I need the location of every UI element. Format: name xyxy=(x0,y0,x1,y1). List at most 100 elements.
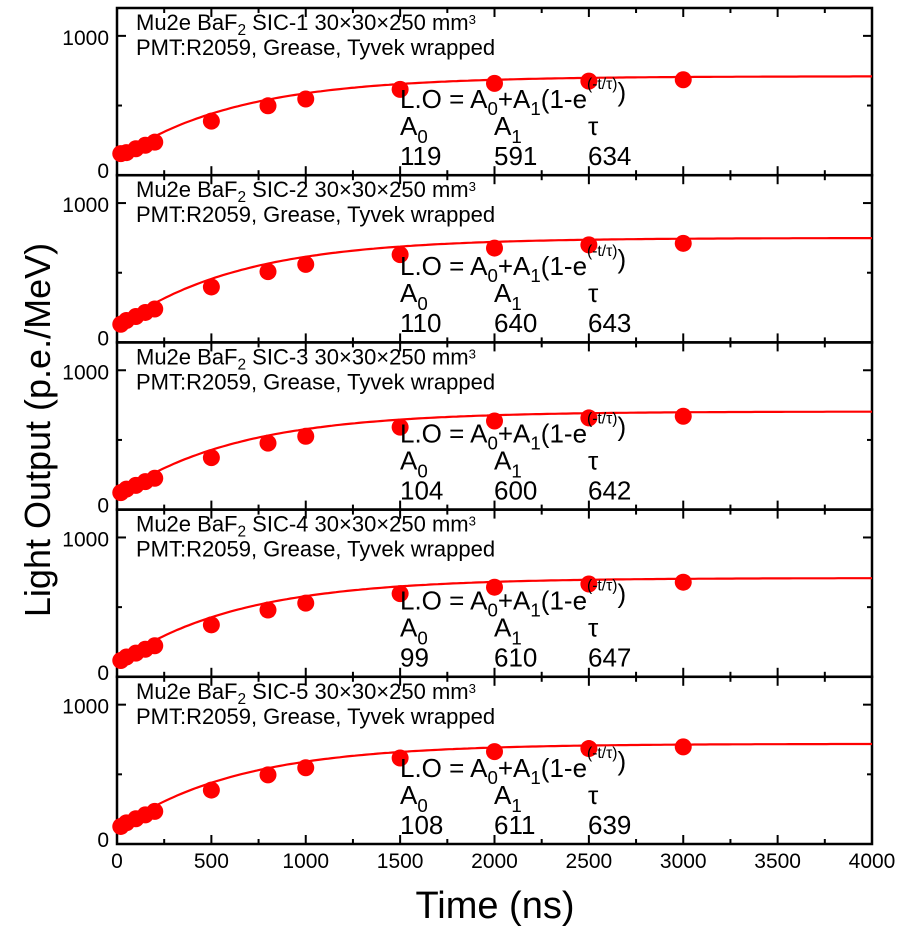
fit-param-label: A0 xyxy=(400,780,428,816)
x-tick-label: 4000 xyxy=(849,850,896,873)
x-tick-label: 500 xyxy=(194,850,229,873)
data-point xyxy=(391,418,409,436)
data-point xyxy=(580,236,598,254)
data-point xyxy=(202,112,220,130)
fit-param-label: A1 xyxy=(494,111,522,147)
data-point xyxy=(580,72,598,90)
fit-param-value: 610 xyxy=(494,643,537,673)
y-tick-label: 0 xyxy=(97,662,109,685)
panel-subtitle: PMT:R2059, Grease, Tyvek wrapped xyxy=(136,537,495,562)
panel-subtitle: PMT:R2059, Grease, Tyvek wrapped xyxy=(136,704,495,729)
data-point xyxy=(259,434,277,452)
fit-param-label: A1 xyxy=(494,613,522,649)
chart-panel-2: 0 1000 Mu2e BaF2 SIC-2 30×30×250 mm3PMT:R2… xyxy=(62,173,874,350)
fit-equation: L.O = A0+A1(1-e(-t/τ)) xyxy=(400,578,626,621)
data-point xyxy=(297,594,315,612)
data-point xyxy=(674,738,692,756)
chart-panel-3: 0 1000 Mu2e BaF2 SIC-3 30×30×250 mm3PMT:R2… xyxy=(62,341,874,518)
fit-param-value: 108 xyxy=(400,810,443,840)
data-point xyxy=(674,234,692,252)
data-point xyxy=(486,578,503,596)
data-point xyxy=(674,573,692,591)
fit-param-value: 611 xyxy=(494,810,535,840)
fit-param-label: A1 xyxy=(494,780,522,816)
data-point xyxy=(674,407,692,425)
data-point xyxy=(297,759,315,777)
data-point xyxy=(486,743,503,761)
fit-param-label: τ xyxy=(588,780,599,810)
y-tick-label: 1000 xyxy=(62,696,109,719)
x-tick-label: 0 xyxy=(111,850,123,873)
data-point xyxy=(580,740,598,758)
y-tick-label: 0 xyxy=(97,327,109,350)
fit-param-label: τ xyxy=(588,445,599,475)
panel-title: Mu2e BaF2 SIC-3 30×30×250 mm3 xyxy=(136,344,476,373)
fit-param-label: A0 xyxy=(400,278,428,314)
fit-param-value: 99 xyxy=(400,643,429,673)
fit-param-value: 634 xyxy=(588,141,631,171)
fit-param-label: A0 xyxy=(400,111,428,147)
fit-param-value: 642 xyxy=(588,475,631,505)
chart-panel-1: 0 1000 Mu2e BaF2 SIC-1 30×30×250 mm3PMT:R2… xyxy=(62,6,874,183)
fit-param-label: τ xyxy=(588,613,599,643)
panel-title: Mu2e BaF2 SIC-4 30×30×250 mm3 xyxy=(136,512,476,541)
data-point xyxy=(259,766,277,784)
fit-param-value: 640 xyxy=(494,308,537,338)
panel-title: Mu2e BaF2 SIC-1 30×30×250 mm3 xyxy=(136,10,476,39)
data-point xyxy=(146,802,164,820)
y-tick-label: 0 xyxy=(97,829,109,852)
y-tick-label: 0 xyxy=(97,495,109,518)
fit-equation: L.O = A0+A1(1-e(-t/τ)) xyxy=(400,745,626,788)
fit-param-value: 639 xyxy=(588,810,631,840)
data-point xyxy=(202,616,220,634)
y-tick-label: 1000 xyxy=(62,194,109,217)
data-point xyxy=(297,427,315,445)
data-point xyxy=(391,80,409,98)
data-point xyxy=(391,749,409,767)
fit-param-label: A0 xyxy=(400,445,428,481)
x-tick-label: 3500 xyxy=(754,850,801,873)
data-point xyxy=(259,97,277,115)
y-tick-label: 1000 xyxy=(62,528,109,551)
data-point xyxy=(486,74,503,92)
fit-param-value: 119 xyxy=(400,141,441,171)
fit-param-value: 591 xyxy=(494,141,537,171)
fit-equation: L.O = A0+A1(1-e(-t/τ)) xyxy=(400,410,626,453)
fit-param-label: τ xyxy=(588,111,599,141)
fit-param-label: A1 xyxy=(494,278,522,314)
x-axis-label: Time (ns) xyxy=(415,885,574,927)
x-tick-label: 1000 xyxy=(282,850,329,873)
fit-param-label: A0 xyxy=(400,613,428,649)
panel-title: Mu2e BaF2 SIC-2 30×30×250 mm3 xyxy=(136,177,476,206)
fit-param-value: 104 xyxy=(400,475,443,505)
data-point xyxy=(202,781,220,799)
fit-param-value: 643 xyxy=(588,308,631,338)
data-point xyxy=(674,71,692,89)
fit-equation: L.O = A0+A1(1-e(-t/τ)) xyxy=(400,76,626,119)
data-point xyxy=(259,263,277,281)
x-tick-label: 2500 xyxy=(566,850,613,873)
x-tick-label: 3000 xyxy=(660,850,707,873)
data-point xyxy=(146,469,164,487)
data-point xyxy=(391,246,409,264)
data-point xyxy=(297,90,315,108)
panel-subtitle: PMT:R2059, Grease, Tyvek wrapped xyxy=(136,35,495,60)
fit-param-label: τ xyxy=(588,278,599,308)
data-point xyxy=(146,133,164,151)
fit-param-value: 600 xyxy=(494,475,537,505)
y-tick-label: 1000 xyxy=(62,27,109,50)
data-point xyxy=(202,278,220,296)
chart-panel-5: 0 1000 Mu2e BaF2 SIC-5 30×30×250 mm3PMT:R2… xyxy=(62,675,874,852)
data-point xyxy=(486,412,503,430)
fit-param-value: 647 xyxy=(588,643,631,673)
data-point xyxy=(259,601,277,619)
data-point xyxy=(391,585,409,603)
data-point xyxy=(146,637,164,655)
data-point xyxy=(146,300,164,318)
panel-subtitle: PMT:R2059, Grease, Tyvek wrapped xyxy=(136,202,495,227)
x-tick-label: 1500 xyxy=(377,850,424,873)
data-point xyxy=(486,239,503,257)
data-point xyxy=(580,409,598,427)
